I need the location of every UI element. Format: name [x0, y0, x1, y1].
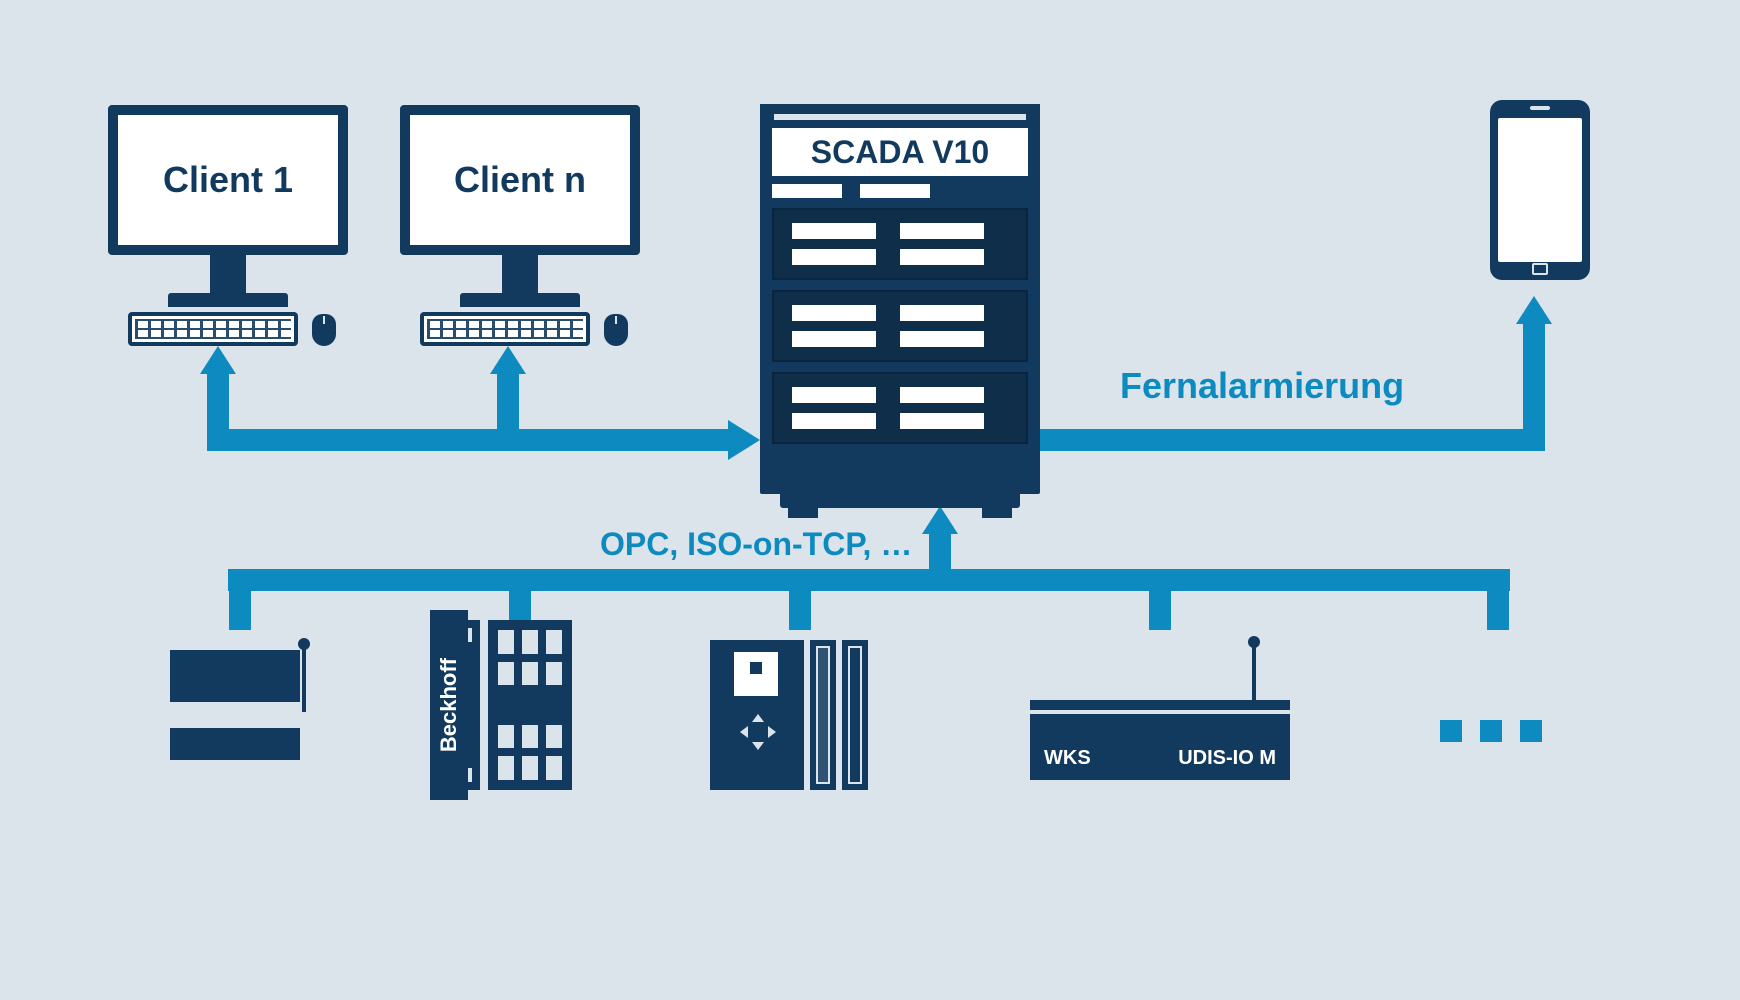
wks-label-right: UDIS-IO M: [1178, 747, 1276, 770]
scada-server: SCADA V10: [760, 104, 1040, 494]
beckhoff-label: Beckhoff: [436, 658, 462, 752]
server-title: SCADA V10: [772, 128, 1028, 176]
beckhoff-plc: Beckhoff: [430, 620, 572, 790]
remote-alarm-label: Fernalarmierung: [1120, 365, 1404, 407]
client-1-keyboard: [128, 312, 298, 346]
client-n-keyboard: [420, 312, 590, 346]
wks-device: WKS UDIS-IO M: [1030, 700, 1290, 780]
protocols-label: OPC, ISO-on-TCP, …: [600, 526, 912, 563]
wks-label-left: WKS: [1044, 747, 1091, 770]
client-n-label: Client n: [454, 159, 586, 201]
client-1-mouse: [312, 314, 336, 346]
client-1-monitor: Client 1: [108, 105, 348, 307]
mobile-phone-icon: [1490, 100, 1590, 280]
client-n-monitor: Client n: [400, 105, 640, 307]
siemens-plc: Siemens: [710, 640, 868, 790]
gateway-device: [170, 650, 300, 760]
client-n-mouse: [604, 314, 628, 346]
client-1-label: Client 1: [163, 159, 293, 201]
more-devices-ellipsis: [1440, 720, 1542, 742]
